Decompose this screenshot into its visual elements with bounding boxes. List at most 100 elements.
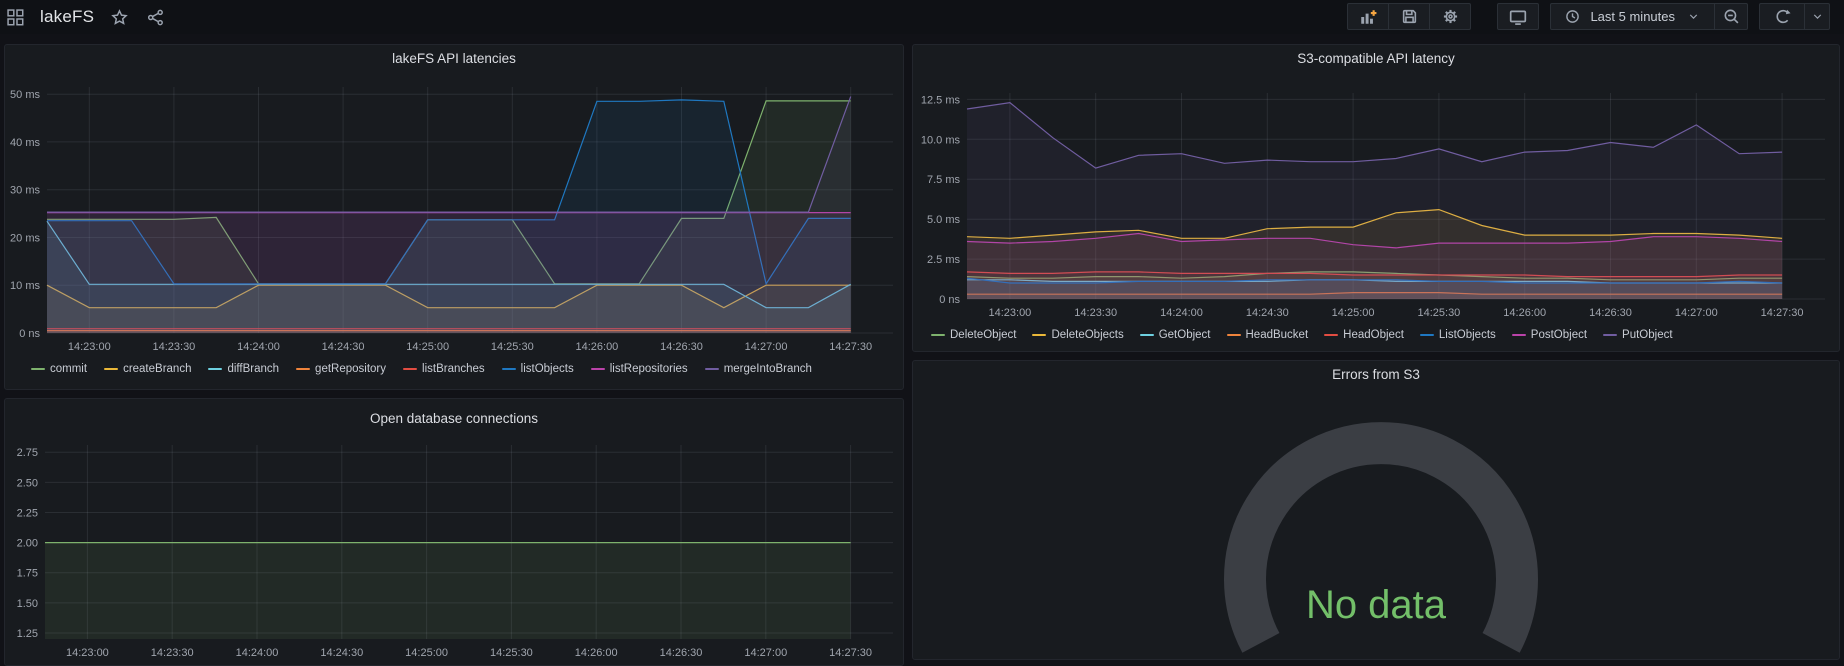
svg-text:40 ms: 40 ms — [10, 137, 40, 149]
legend-item-createBranch[interactable]: createBranch — [104, 363, 191, 375]
s3-api-latency-legend: DeleteObject DeleteObjects GetObject HeadBu… — [913, 329, 1839, 341]
svg-text:0 ns: 0 ns — [19, 328, 40, 340]
legend-item-listObjects[interactable]: listObjects — [501, 363, 574, 375]
legend-color-marker — [1603, 334, 1618, 336]
save-dashboard-button[interactable] — [1388, 3, 1431, 30]
legend-item-HeadBucket[interactable]: HeadBucket — [1226, 329, 1309, 341]
svg-text:50 ms: 50 ms — [10, 89, 40, 101]
svg-text:14:24:30: 14:24:30 — [1246, 307, 1289, 319]
svg-text:14:24:00: 14:24:00 — [1160, 307, 1203, 319]
svg-text:14:27:30: 14:27:30 — [829, 647, 872, 659]
legend-label: DeleteObject — [950, 329, 1017, 341]
legend-color-marker — [704, 368, 719, 370]
svg-text:2.00: 2.00 — [17, 538, 38, 550]
svg-text:30 ms: 30 ms — [10, 185, 40, 197]
legend-label: commit — [50, 363, 88, 375]
panel-title[interactable]: lakeFS API latencies — [392, 51, 516, 66]
dashboard-title[interactable]: lakeFS — [40, 7, 95, 26]
legend-color-marker — [1419, 334, 1434, 336]
svg-text:14:23:30: 14:23:30 — [151, 647, 194, 659]
lakefs-api-latencies-chart[interactable]: 0 ns 10 ms 20 ms 30 ms 40 ms 50 ms 14:23:00 14:… — [9, 73, 899, 359]
dashboard-settings-button[interactable] — [1429, 3, 1472, 30]
legend-item-getRepository[interactable]: getRepository — [296, 363, 386, 375]
time-range-label: Last 5 minutes — [1590, 9, 1675, 24]
legend-label: listRepositories — [609, 363, 688, 375]
legend-item-PutObject[interactable]: PutObject — [1603, 329, 1673, 341]
svg-text:14:26:30: 14:26:30 — [1589, 307, 1632, 319]
svg-text:1.75: 1.75 — [17, 568, 38, 580]
share-icon[interactable] — [144, 6, 166, 28]
top-navbar: lakeFS — [0, 0, 1844, 34]
panel-title[interactable]: Open database connections — [369, 411, 539, 426]
svg-text:14:25:30: 14:25:30 — [1417, 307, 1460, 319]
s3-api-latency-chart[interactable]: 0 ns 2.5 ms 5.0 ms 7.5 ms 10.0 ms 12.5 ms 14:2… — [917, 73, 1835, 325]
legend-color-marker — [590, 368, 605, 370]
svg-text:14:23:00: 14:23:00 — [988, 307, 1031, 319]
legend-label: PostObject — [1530, 329, 1588, 341]
star-icon[interactable] — [108, 6, 130, 28]
legend-item-ListObjects[interactable]: ListObjects — [1419, 329, 1496, 341]
svg-text:14:27:30: 14:27:30 — [1761, 307, 1804, 319]
panel-title[interactable]: S3-compatible API latency — [1297, 51, 1455, 66]
time-range-picker[interactable]: Last 5 minutes — [1550, 3, 1715, 30]
legend-color-marker — [1032, 334, 1047, 336]
legend-item-PostObject[interactable]: PostObject — [1511, 329, 1588, 341]
svg-text:14:26:00: 14:26:00 — [1503, 307, 1546, 319]
legend-label: HeadBucket — [1245, 329, 1309, 341]
legend-item-DeleteObjects[interactable]: DeleteObjects — [1032, 329, 1124, 341]
open-db-connections-chart[interactable]: 1.25 1.50 1.75 2.00 2.25 2.50 2.75 14:23:00 14:2… — [9, 433, 899, 665]
clock-icon — [1561, 6, 1583, 28]
legend-label: PutObject — [1622, 329, 1673, 341]
legend-item-HeadObject[interactable]: HeadObject — [1324, 329, 1404, 341]
svg-text:1.50: 1.50 — [17, 598, 38, 610]
legend-label: listObjects — [520, 363, 574, 375]
svg-text:5.0 ms: 5.0 ms — [927, 214, 961, 226]
svg-text:14:26:30: 14:26:30 — [660, 341, 703, 353]
add-panel-button[interactable] — [1347, 3, 1390, 30]
legend-label: HeadObject — [1343, 329, 1404, 341]
panel-title[interactable]: Errors from S3 — [1332, 367, 1420, 382]
svg-text:10.0 ms: 10.0 ms — [921, 134, 961, 146]
legend-color-marker — [1226, 334, 1241, 336]
refresh-button[interactable] — [1759, 3, 1805, 30]
svg-text:14:24:00: 14:24:00 — [236, 647, 279, 659]
svg-text:0 ns: 0 ns — [939, 294, 960, 306]
svg-text:12.5 ms: 12.5 ms — [921, 94, 961, 106]
svg-text:14:27:00: 14:27:00 — [745, 341, 788, 353]
svg-text:14:24:30: 14:24:30 — [320, 647, 363, 659]
svg-text:14:27:00: 14:27:00 — [1675, 307, 1718, 319]
svg-text:14:23:00: 14:23:00 — [68, 341, 111, 353]
svg-text:14:25:00: 14:25:00 — [406, 341, 449, 353]
legend-item-commit[interactable]: commit — [31, 363, 87, 375]
legend-item-listRepositories[interactable]: listRepositories — [590, 363, 688, 375]
zoom-out-time-button[interactable] — [1714, 3, 1748, 30]
legend-item-diffBranch[interactable]: diffBranch — [208, 363, 279, 375]
legend-color-marker — [1324, 334, 1339, 336]
svg-text:14:26:00: 14:26:00 — [575, 341, 618, 353]
legend-label: diffBranch — [227, 363, 280, 375]
svg-text:2.75: 2.75 — [17, 447, 38, 459]
legend-item-listBranches[interactable]: listBranches — [403, 363, 485, 375]
legend-item-GetObject[interactable]: GetObject — [1139, 329, 1211, 341]
legend-label: mergeIntoBranch — [723, 363, 812, 375]
svg-text:14:25:00: 14:25:00 — [405, 647, 448, 659]
legend-color-marker — [1511, 334, 1526, 336]
svg-text:14:27:00: 14:27:00 — [744, 647, 787, 659]
legend-item-mergeIntoBranch[interactable]: mergeIntoBranch — [704, 363, 812, 375]
legend-color-marker — [208, 368, 223, 370]
svg-text:14:27:30: 14:27:30 — [829, 341, 872, 353]
cycle-view-mode-button[interactable] — [1497, 3, 1540, 30]
refresh-interval-caret[interactable] — [1804, 3, 1830, 30]
plus-icon — [1371, 9, 1377, 16]
svg-text:20 ms: 20 ms — [10, 233, 40, 245]
svg-text:2.50: 2.50 — [17, 477, 38, 489]
apps-grid-icon[interactable] — [4, 6, 26, 28]
legend-label: getRepository — [315, 363, 387, 375]
legend-color-marker — [104, 368, 119, 370]
legend-item-DeleteObject[interactable]: DeleteObject — [931, 329, 1016, 341]
svg-text:1.25: 1.25 — [17, 628, 38, 640]
legend-color-marker — [296, 368, 311, 370]
legend-color-marker — [1139, 334, 1154, 336]
svg-text:14:23:30: 14:23:30 — [152, 341, 195, 353]
svg-text:14:26:00: 14:26:00 — [575, 647, 618, 659]
